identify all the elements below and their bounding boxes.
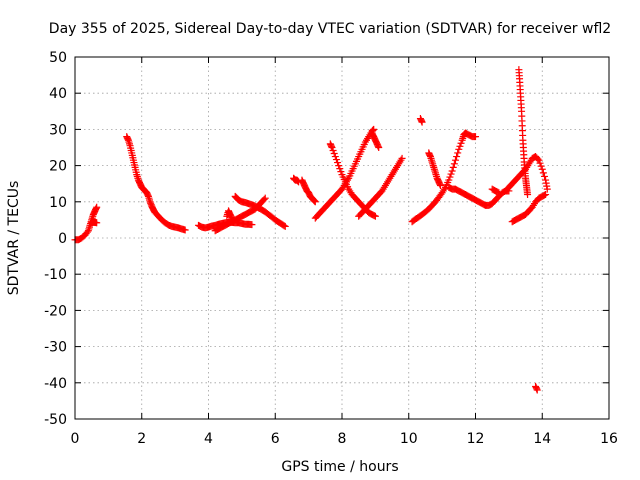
data-point xyxy=(370,125,378,133)
data-point xyxy=(281,222,289,230)
data-point xyxy=(534,155,542,163)
x-tick-label: 16 xyxy=(600,431,618,447)
data-point xyxy=(540,191,548,199)
y-tick-label: -10 xyxy=(44,267,67,283)
y-tick-label: 40 xyxy=(49,86,67,102)
data-point xyxy=(533,386,541,394)
data-point xyxy=(457,139,465,147)
x-tick-label: 0 xyxy=(71,431,80,447)
data-point xyxy=(454,149,462,157)
y-tick-label: 0 xyxy=(58,231,67,247)
data-point xyxy=(535,156,543,164)
data-point xyxy=(455,145,463,153)
data-point xyxy=(311,198,319,206)
data-point xyxy=(472,133,479,141)
data-point xyxy=(436,182,444,190)
chart-title: Day 355 of 2025, Sidereal Day-to-day VTE… xyxy=(49,21,611,37)
data-point xyxy=(260,195,268,203)
data-point xyxy=(261,194,269,202)
data-point xyxy=(456,142,464,150)
x-tick-labels: 0 2 4 6 8 10 12 14 16 xyxy=(71,431,618,447)
data-point xyxy=(228,214,236,222)
y-tick-label: 10 xyxy=(49,195,67,211)
grid xyxy=(75,57,609,419)
y-tick-label: 50 xyxy=(49,50,67,66)
y-tick-labels: -50 -40 -30 -20 -10 0 10 20 30 40 50 xyxy=(44,50,67,428)
y-tick-label: -40 xyxy=(44,376,67,392)
data-point xyxy=(453,153,461,161)
data-point xyxy=(280,222,288,230)
data-point xyxy=(93,203,101,211)
y-tick-label: 30 xyxy=(49,122,67,138)
data-point xyxy=(540,172,548,180)
data-point xyxy=(539,169,547,177)
x-tick-label: 4 xyxy=(204,431,213,447)
data-point xyxy=(337,168,345,176)
data-point xyxy=(494,188,502,196)
data-point xyxy=(93,219,101,227)
data-point xyxy=(248,221,256,229)
data-point xyxy=(328,144,336,151)
x-tick-label: 14 xyxy=(533,431,551,447)
data-point xyxy=(329,147,337,155)
y-axis-label: SDTVAR / TECUs xyxy=(6,181,22,296)
data-point xyxy=(449,163,457,171)
data-point xyxy=(495,189,503,197)
data-point xyxy=(375,144,383,151)
y-tick-label: -50 xyxy=(44,412,67,428)
data-point xyxy=(536,159,544,167)
data-point xyxy=(538,165,546,173)
data-point xyxy=(447,170,455,178)
x-tick-label: 10 xyxy=(400,431,418,447)
data-point xyxy=(181,226,189,234)
data-points xyxy=(71,66,551,394)
data-point xyxy=(370,212,378,220)
plot-frame xyxy=(74,56,610,420)
data-point xyxy=(445,176,453,184)
x-tick-label: 2 xyxy=(137,431,146,447)
data-point xyxy=(371,212,379,220)
y-tick-label: -30 xyxy=(44,340,67,356)
data-point xyxy=(542,191,550,199)
data-point xyxy=(336,165,344,173)
data-point xyxy=(537,162,545,170)
data-point xyxy=(524,191,532,199)
x-tick-label: 12 xyxy=(467,431,485,447)
data-point xyxy=(332,156,340,164)
data-point xyxy=(335,162,343,170)
y-tick-label: -20 xyxy=(44,303,67,319)
data-point xyxy=(83,228,91,236)
data-point xyxy=(331,153,339,161)
data-point xyxy=(446,173,454,181)
data-point xyxy=(543,185,551,193)
x-tick-label: 6 xyxy=(271,431,280,447)
x-tick-label: 8 xyxy=(338,431,347,447)
data-point xyxy=(448,167,456,175)
data-point xyxy=(398,154,406,162)
y-tick-label: 20 xyxy=(49,159,67,175)
data-point xyxy=(451,156,459,164)
data-point xyxy=(334,159,342,167)
data-point xyxy=(330,150,338,158)
data-point xyxy=(450,160,458,168)
x-axis-label: GPS time / hours xyxy=(281,459,398,475)
data-point xyxy=(418,118,426,126)
